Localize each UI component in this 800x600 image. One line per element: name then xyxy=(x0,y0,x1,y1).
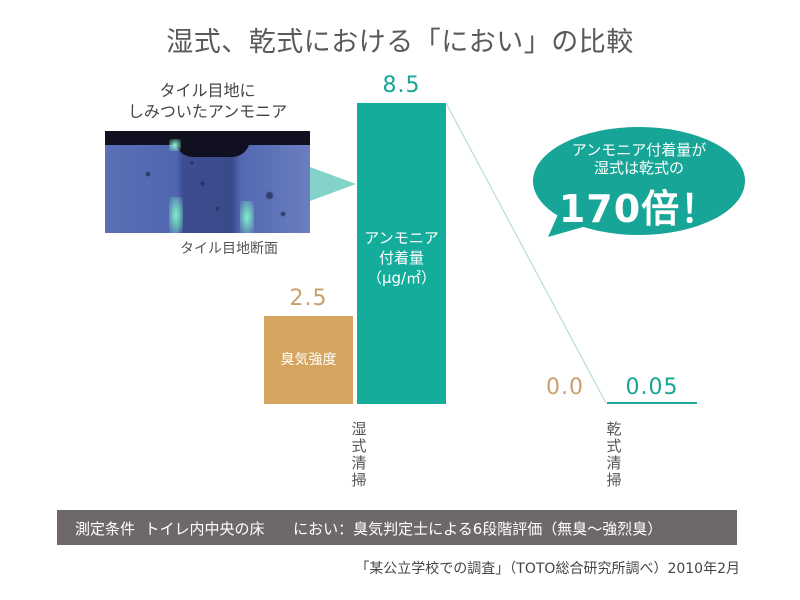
bubble-highlight: 170倍！ xyxy=(558,187,720,231)
bubble-line2: 湿式は乾式の xyxy=(593,159,684,177)
conditions-text: 測定条件 トイレ内中央の床 におい：臭気判定士による6段階評価（無臭～強烈臭） xyxy=(75,520,663,538)
speech-bubble xyxy=(533,127,745,235)
tile-joint-cross-section-image xyxy=(105,131,310,233)
odor-bar-label: 臭気強度 xyxy=(280,352,337,368)
bubble-text: アンモニア付着量が 湿式は乾式の xyxy=(533,141,745,177)
photo-sub-caption: タイル目地断面 xyxy=(180,241,278,257)
ammonia-bar-label: アンモニア 付着量 （μg/㎡） xyxy=(357,228,446,288)
x-label-wet-cleaning: 湿式清掃 xyxy=(351,420,367,489)
dry-ammonia-bar xyxy=(607,402,697,404)
ammonia-label-line3: （μg/㎡） xyxy=(366,269,437,287)
photo-caption-line1: タイル目地に xyxy=(159,81,256,100)
ammonia-label-line2: 付着量 xyxy=(378,249,424,267)
dry-odor-value: 0.0 xyxy=(546,375,584,400)
wet-ammonia-value: 8.5 xyxy=(382,73,421,98)
wet-odor-value: 2.5 xyxy=(289,286,328,311)
conditions-bar xyxy=(57,510,737,545)
source-note: 「某公立学校での調査」（TOTO総合研究所調べ）2010年2月 xyxy=(355,561,740,577)
chart-title: 湿式、乾式における「におい」の比較 xyxy=(166,27,634,58)
x-label-dry-cleaning: 乾式清掃 xyxy=(606,420,622,489)
ammonia-label-line1: アンモニア xyxy=(364,229,439,247)
photo-caption-line2: しみついたアンモニア xyxy=(127,102,288,121)
photo-caption: タイル目地に しみついたアンモニア xyxy=(105,80,310,122)
wet-ammonia-bar xyxy=(357,103,446,404)
bubble-line1: アンモニア付着量が xyxy=(571,141,707,159)
pointer-arrow-icon xyxy=(310,167,356,201)
wet-odor-bar xyxy=(264,316,353,404)
dry-ammonia-value: 0.05 xyxy=(625,375,679,400)
